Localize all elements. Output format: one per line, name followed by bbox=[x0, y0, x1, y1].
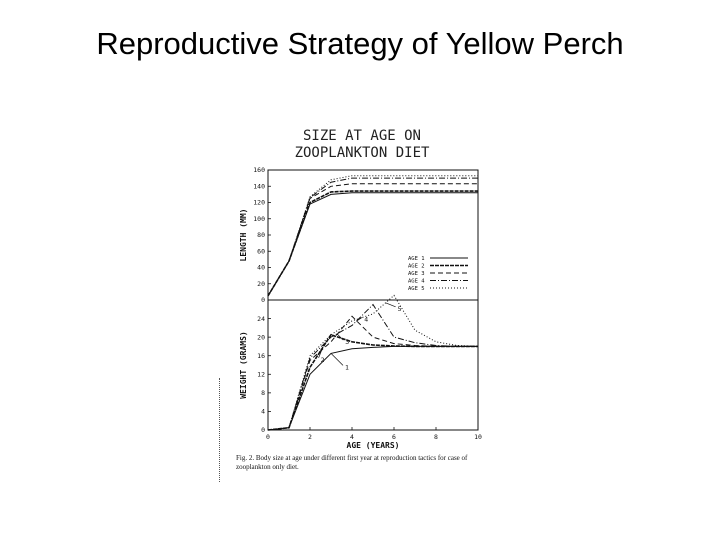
curve-label: 4 bbox=[364, 315, 368, 323]
bottom-x-axis-label: AGE (YEARS) bbox=[347, 441, 400, 450]
legend-label: AGE 2 bbox=[408, 264, 425, 270]
bottom-y-tick-label: 0 bbox=[261, 426, 265, 434]
bottom-y-tick-label: 8 bbox=[261, 389, 265, 397]
bottom-x-tick-label: 0 bbox=[266, 433, 270, 441]
figure-title-line1: SIZE AT AGE ON bbox=[303, 128, 421, 144]
top-y-tick-label: 120 bbox=[253, 199, 265, 207]
bottom-x-tick-label: 4 bbox=[350, 433, 354, 441]
legend-label: AGE 1 bbox=[408, 256, 425, 262]
top-y-axis-label: LENGTH (MM) bbox=[239, 209, 248, 262]
curve-label: 2 bbox=[321, 356, 325, 364]
curve-label-pointer bbox=[318, 347, 323, 358]
chart: SIZE AT AGE ON ZOOPLANKTON DIET 02040608… bbox=[239, 128, 482, 450]
bottom-x-tick-label: 8 bbox=[434, 433, 438, 441]
curve-label-pointer bbox=[385, 302, 396, 308]
bottom-y-tick-label: 12 bbox=[257, 370, 265, 378]
top-y-tick-label: 60 bbox=[257, 247, 265, 255]
bottom-x-tick-label: 6 bbox=[392, 433, 396, 441]
bottom-x-tick-label: 10 bbox=[474, 433, 482, 441]
bottom-y-tick-label: 16 bbox=[257, 352, 265, 360]
bottom-x-tick-label: 2 bbox=[308, 433, 312, 441]
curve-label: 1 bbox=[345, 363, 349, 371]
legend-label: AGE 3 bbox=[408, 271, 425, 277]
top-y-tick-label: 140 bbox=[253, 182, 265, 190]
slide-title: Reproductive Strategy of Yellow Perch bbox=[96, 26, 624, 61]
bottom-series-line-2 bbox=[267, 333, 478, 431]
curve-label-pointer bbox=[337, 333, 344, 341]
figure-title-line2: ZOOPLANKTON DIET bbox=[295, 145, 430, 161]
top-series-line-5 bbox=[267, 175, 478, 297]
top-series-line-4 bbox=[267, 177, 478, 297]
top-y-tick-label: 80 bbox=[257, 231, 265, 239]
bottom-series-line-5 bbox=[267, 294, 479, 431]
curve-label: 3 bbox=[345, 338, 349, 346]
legend-label: AGE 5 bbox=[408, 286, 425, 292]
bottom-series-line-1 bbox=[267, 345, 478, 431]
bottom-y-axis-label: WEIGHT (GRAMS) bbox=[239, 331, 248, 398]
curve-label: 5 bbox=[398, 305, 402, 313]
curve-label-pointer bbox=[356, 317, 363, 322]
bottom-y-tick-label: 20 bbox=[257, 333, 265, 341]
figure-caption: Fig. 2. Body size at age under different… bbox=[236, 454, 468, 471]
bottom-series-line-3 bbox=[267, 315, 478, 431]
divider bbox=[219, 378, 221, 482]
top-series-line-3 bbox=[267, 183, 478, 297]
top-y-tick-label: 40 bbox=[257, 264, 265, 272]
bottom-y-tick-label: 24 bbox=[257, 315, 265, 323]
top-y-tick-label: 160 bbox=[253, 166, 265, 174]
bottom-plot-frame bbox=[267, 299, 479, 431]
curve-label-pointer bbox=[330, 353, 344, 366]
legend-label: AGE 4 bbox=[408, 279, 425, 285]
top-y-tick-label: 100 bbox=[253, 215, 265, 223]
figure: SIZE AT AGE ON ZOOPLANKTON DIET 0 20 40 60 8… bbox=[210, 118, 500, 488]
top-series-line-2 bbox=[267, 190, 478, 297]
bottom-y-tick-label: 4 bbox=[261, 408, 265, 416]
bottom-series-line-4 bbox=[267, 303, 478, 431]
top-y-tick-label: 0 bbox=[261, 296, 265, 304]
top-y-tick-label: 20 bbox=[257, 280, 265, 288]
